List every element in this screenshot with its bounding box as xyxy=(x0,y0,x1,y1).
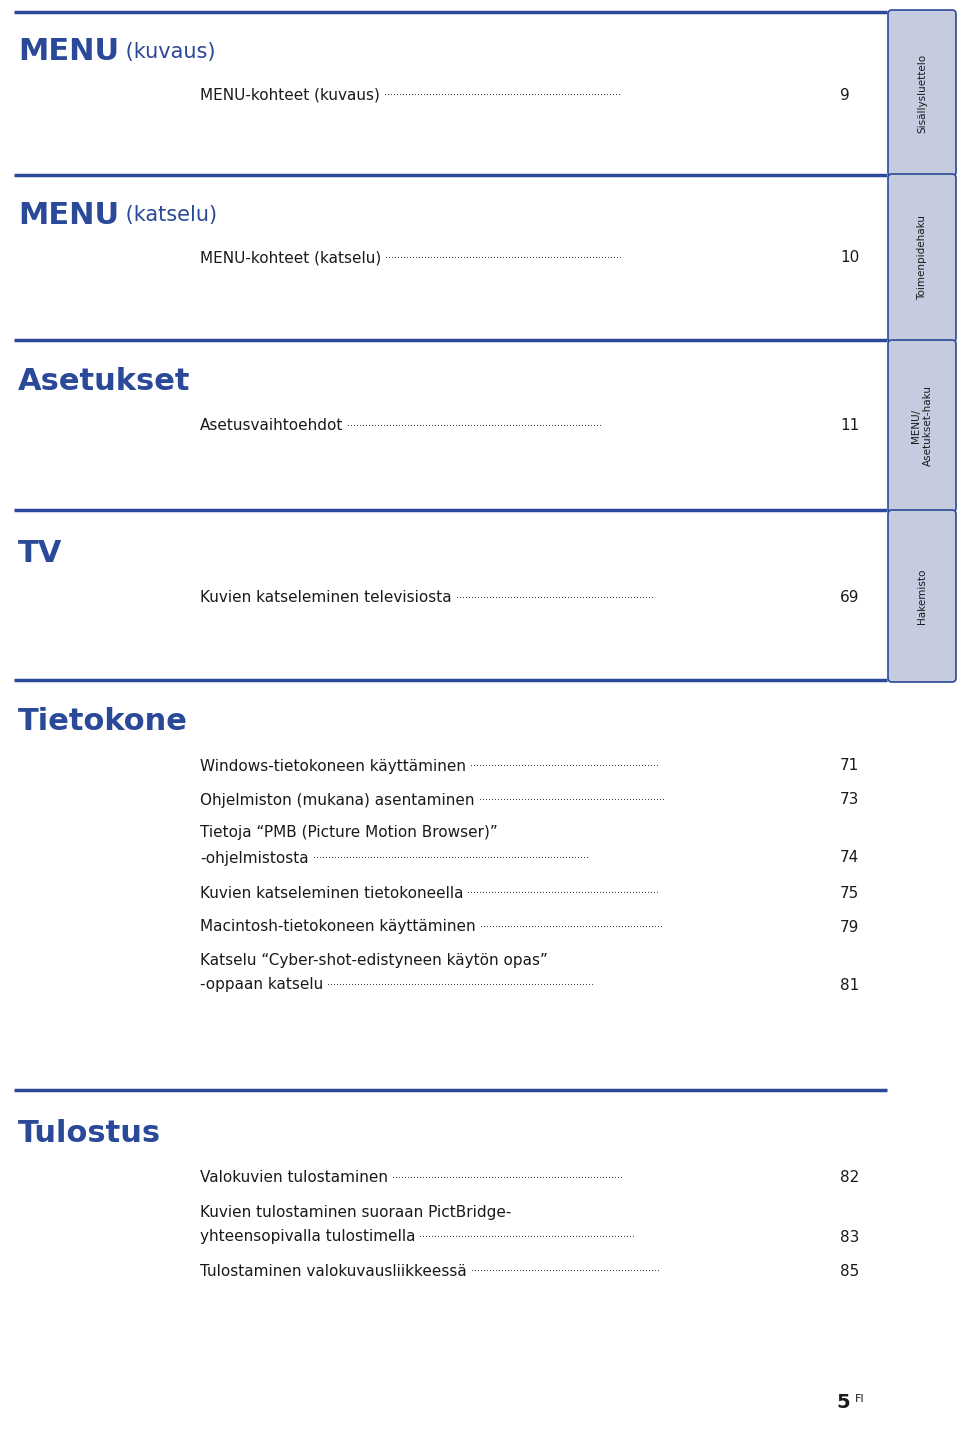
FancyBboxPatch shape xyxy=(888,339,956,513)
Text: Asetusvaihtoehdot: Asetusvaihtoehdot xyxy=(200,418,344,434)
Text: Kuvien tulostaminen suoraan PictBridge-: Kuvien tulostaminen suoraan PictBridge- xyxy=(200,1204,512,1220)
Text: Toimenpidehaku: Toimenpidehaku xyxy=(917,215,927,301)
Text: Tietokone: Tietokone xyxy=(18,707,188,736)
Text: 79: 79 xyxy=(840,919,859,935)
Text: Tietoja “PMB (Picture Motion Browser)”: Tietoja “PMB (Picture Motion Browser)” xyxy=(200,825,497,841)
Text: Windows-tietokoneen käyttäminen: Windows-tietokoneen käyttäminen xyxy=(200,759,466,773)
Text: 69: 69 xyxy=(840,590,859,606)
Text: ···············································································: ········································… xyxy=(384,90,621,100)
Text: 11: 11 xyxy=(840,418,859,434)
Text: 74: 74 xyxy=(840,851,859,865)
Text: FI: FI xyxy=(855,1393,865,1403)
Text: MENU-kohteet (kuvaus): MENU-kohteet (kuvaus) xyxy=(200,87,380,103)
Text: Tulostus: Tulostus xyxy=(18,1118,161,1147)
Text: Ohjelmiston (mukana) asentaminen: Ohjelmiston (mukana) asentaminen xyxy=(200,792,474,808)
Text: 85: 85 xyxy=(840,1263,859,1279)
Text: Kuvien katseleminen tietokoneella: Kuvien katseleminen tietokoneella xyxy=(200,885,464,901)
Text: -ohjelmistosta: -ohjelmistosta xyxy=(200,851,308,865)
Text: ········································································: ········································… xyxy=(420,1232,636,1242)
Text: Hakemisto: Hakemisto xyxy=(917,569,927,624)
Text: 5: 5 xyxy=(836,1392,850,1412)
Text: 73: 73 xyxy=(840,792,859,808)
Text: ··································································: ········································… xyxy=(456,593,654,603)
Text: Kuvien katseleminen televisiosta: Kuvien katseleminen televisiosta xyxy=(200,590,451,606)
Text: ······························································: ········································… xyxy=(478,795,664,805)
Text: MENU: MENU xyxy=(18,37,119,66)
Text: ···············································································: ········································… xyxy=(385,253,622,263)
Text: 82: 82 xyxy=(840,1170,859,1186)
Text: TV: TV xyxy=(18,538,62,567)
Text: ·············································································: ········································… xyxy=(392,1173,623,1183)
Text: ················································································: ········································… xyxy=(313,853,588,863)
Text: 83: 83 xyxy=(840,1230,859,1244)
Text: ················································································: ········································… xyxy=(348,421,602,431)
Text: 10: 10 xyxy=(840,251,859,265)
Text: ································································: ········································… xyxy=(468,888,660,898)
Text: ·······························································: ········································… xyxy=(470,760,659,770)
Text: 75: 75 xyxy=(840,885,859,901)
Text: Valokuvien tulostaminen: Valokuvien tulostaminen xyxy=(200,1170,388,1186)
Text: yhteensopivalla tulostimella: yhteensopivalla tulostimella xyxy=(200,1230,416,1244)
Text: 81: 81 xyxy=(840,978,859,992)
Text: MENU-kohteet (katselu): MENU-kohteet (katselu) xyxy=(200,251,381,265)
FancyBboxPatch shape xyxy=(888,175,956,342)
Text: MENU: MENU xyxy=(18,200,119,229)
Text: Tulostaminen valokuvausliikkeessä: Tulostaminen valokuvausliikkeessä xyxy=(200,1263,467,1279)
Text: 9: 9 xyxy=(840,87,850,103)
FancyBboxPatch shape xyxy=(888,10,956,176)
Text: Asetukset: Asetukset xyxy=(18,368,190,397)
Text: Macintosh-tietokoneen käyttäminen: Macintosh-tietokoneen käyttäminen xyxy=(200,919,475,935)
Text: Sisällysluettelo: Sisällysluettelo xyxy=(917,53,927,133)
Text: 71: 71 xyxy=(840,759,859,773)
FancyBboxPatch shape xyxy=(888,510,956,682)
Text: ·····························································: ········································… xyxy=(480,922,662,932)
Text: ················································································: ········································… xyxy=(327,979,594,990)
Text: (kuvaus): (kuvaus) xyxy=(119,42,216,62)
Text: MENU/
Asetukset-haku: MENU/ Asetukset-haku xyxy=(911,385,933,467)
Text: (katselu): (katselu) xyxy=(119,205,217,225)
Text: -oppaan katselu: -oppaan katselu xyxy=(200,978,324,992)
Text: Katselu “Cyber-shot-edistyneen käytön opas”: Katselu “Cyber-shot-edistyneen käytön op… xyxy=(200,952,548,968)
Text: ·······························································: ········································… xyxy=(470,1266,660,1276)
